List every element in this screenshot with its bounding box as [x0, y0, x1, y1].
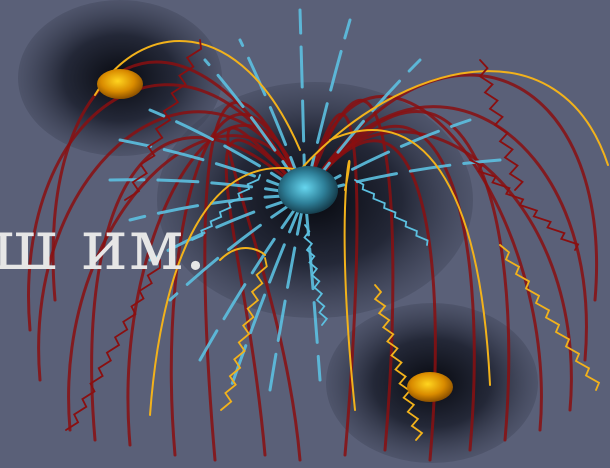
- gold-field-line: [219, 247, 266, 261]
- red-field-line: [37, 110, 307, 382]
- wavy-line: [191, 174, 261, 241]
- gold-field-line: [149, 167, 301, 416]
- central-core: [278, 166, 338, 214]
- red-field-line: [224, 138, 307, 457]
- blue-field-line: [268, 193, 307, 392]
- red-field-line: [303, 112, 359, 457]
- wavy-lines: [65, 39, 601, 441]
- red-field-line: [303, 73, 598, 302]
- wavy-line: [124, 39, 203, 201]
- wavy-line: [373, 284, 424, 441]
- gold-field-line: [94, 40, 301, 151]
- upper-left-node: [97, 69, 143, 99]
- red-field-lines: [27, 60, 598, 462]
- red-field-line: [67, 134, 307, 432]
- blue-field-line: [228, 193, 307, 392]
- wavy-line: [469, 159, 580, 251]
- wavy-line: [65, 259, 161, 431]
- red-field-line: [90, 135, 307, 442]
- blue-field-line: [303, 193, 322, 382]
- wavy-line: [220, 257, 268, 411]
- red-field-line: [203, 100, 307, 462]
- gold-field-line: [329, 129, 491, 386]
- blue-field-line: [198, 193, 307, 362]
- red-field-line: [226, 126, 307, 462]
- red-field-line: [303, 130, 573, 412]
- lower-right-node: [407, 372, 453, 402]
- wavy-line: [478, 59, 524, 191]
- caption-text: ш им.: [0, 204, 208, 286]
- wavy-line: [499, 244, 601, 391]
- red-field-line: [303, 139, 437, 462]
- gold-field-lines: [94, 40, 609, 416]
- red-field-line: [303, 105, 588, 362]
- red-field-line: [303, 95, 543, 432]
- wavy-line: [303, 224, 329, 326]
- gold-field-line: [343, 160, 356, 411]
- wavy-line: [354, 179, 429, 246]
- gold-field-line: [299, 70, 609, 171]
